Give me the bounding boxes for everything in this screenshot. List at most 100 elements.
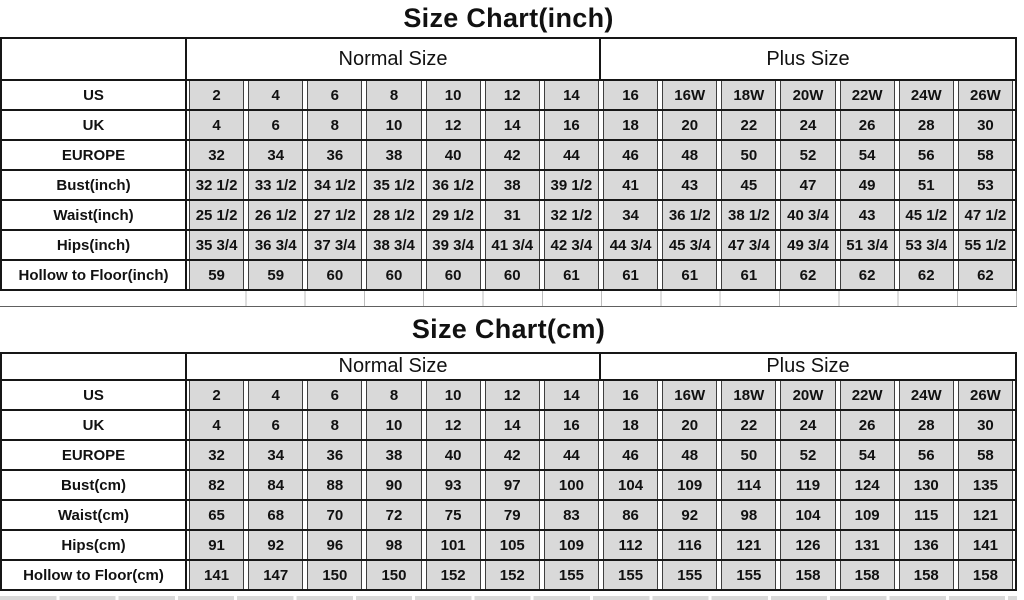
size-cell: 53 <box>956 171 1015 199</box>
size-cell: 4 <box>246 381 305 409</box>
size-cell: 65 <box>187 501 246 529</box>
size-chart-inch-section: Size Chart(inch) Normal Size Plus Size US 2… <box>0 0 1017 291</box>
row-label: Waist(cm) <box>2 501 187 529</box>
table-row: EUROPE 32 34 36 38 40 42 44 46 48 50 52 54 56 58 <box>2 141 1015 171</box>
size-cell: 24W <box>897 81 956 109</box>
size-cell: 75 <box>424 501 483 529</box>
size-cell: 54 <box>838 441 897 469</box>
size-cell: 12 <box>424 111 483 139</box>
table-row: Waist(inch) 25 1/2 26 1/2 27 1/2 28 1/2 29 1/… <box>2 201 1015 231</box>
size-cell: 22 <box>719 111 778 139</box>
size-cell: 83 <box>542 501 601 529</box>
size-cell: 42 <box>483 141 542 169</box>
size-cell: 16 <box>542 111 601 139</box>
size-cell: 90 <box>364 471 423 499</box>
size-cell: 121 <box>956 501 1015 529</box>
size-cell: 16W <box>660 81 719 109</box>
size-cell: 114 <box>719 471 778 499</box>
row-label: Hips(inch) <box>2 231 187 259</box>
size-cell: 158 <box>897 561 956 589</box>
size-cell: 14 <box>542 81 601 109</box>
size-cell: 50 <box>719 441 778 469</box>
size-cell: 47 1/2 <box>956 201 1015 229</box>
size-cell: 38 3/4 <box>364 231 423 259</box>
size-cell: 51 3/4 <box>838 231 897 259</box>
size-cell: 2 <box>187 81 246 109</box>
size-cell: 39 1/2 <box>542 171 601 199</box>
size-cell: 22W <box>838 81 897 109</box>
size-cell: 18W <box>719 381 778 409</box>
size-cell: 49 <box>838 171 897 199</box>
size-chart-cm-section: Size Chart(cm) Normal Size Plus Size US 2 4 6… <box>0 306 1017 591</box>
size-cell: 51 <box>897 171 956 199</box>
size-cell: 6 <box>246 411 305 439</box>
size-cell: 34 1/2 <box>305 171 364 199</box>
size-cell: 62 <box>838 261 897 289</box>
size-cell: 116 <box>660 531 719 559</box>
table-row: US 2 4 6 8 10 12 14 16 16W 18W 20W 22W 24W 26W <box>2 81 1015 111</box>
size-cell: 37 3/4 <box>305 231 364 259</box>
size-cell: 22W <box>838 381 897 409</box>
corner-cell <box>2 39 187 79</box>
group-header-normal-size: Normal Size <box>187 354 601 379</box>
size-cell: 20W <box>778 81 837 109</box>
size-cell: 104 <box>601 471 660 499</box>
size-cell: 124 <box>838 471 897 499</box>
size-cell: 44 3/4 <box>601 231 660 259</box>
size-cell: 20W <box>778 381 837 409</box>
size-cell: 62 <box>778 261 837 289</box>
size-cell: 30 <box>956 111 1015 139</box>
size-cell: 61 <box>542 261 601 289</box>
size-cell: 109 <box>542 531 601 559</box>
group-header-plus-size: Plus Size <box>766 355 850 377</box>
row-label: US <box>2 81 187 109</box>
size-cell: 20 <box>660 411 719 439</box>
size-cell: 92 <box>246 531 305 559</box>
size-cell: 62 <box>956 261 1015 289</box>
size-cell: 155 <box>542 561 601 589</box>
partial-row-cells <box>0 596 1017 600</box>
size-cell: 38 <box>483 171 542 199</box>
size-cell: 8 <box>364 381 423 409</box>
size-cell: 24W <box>897 381 956 409</box>
size-cell: 42 3/4 <box>542 231 601 259</box>
size-cell: 150 <box>364 561 423 589</box>
size-cell: 25 1/2 <box>187 201 246 229</box>
size-cell: 36 1/2 <box>424 171 483 199</box>
size-cell: 38 <box>364 141 423 169</box>
size-cell: 8 <box>364 81 423 109</box>
size-cell: 47 <box>778 171 837 199</box>
row-label: Hollow to Floor(inch) <box>2 261 187 289</box>
size-cell: 109 <box>838 501 897 529</box>
table-row: Waist(cm) 65 68 70 72 75 79 83 86 92 98 104 109 115 12… <box>2 501 1015 531</box>
partial-next-row <box>0 596 1017 600</box>
size-cell: 18 <box>601 111 660 139</box>
size-cell: 39 3/4 <box>424 231 483 259</box>
size-cell: 10 <box>364 411 423 439</box>
row-label: Hollow to Floor(cm) <box>2 561 187 589</box>
size-cell: 59 <box>246 261 305 289</box>
size-cell: 43 <box>838 201 897 229</box>
corner-cell <box>2 354 187 379</box>
size-cell: 155 <box>601 561 660 589</box>
size-cell: 31 <box>483 201 542 229</box>
size-cell: 101 <box>424 531 483 559</box>
size-cell: 121 <box>719 531 778 559</box>
size-cell: 40 <box>424 141 483 169</box>
size-cell: 6 <box>305 381 364 409</box>
size-chart-inch-title: Size Chart(inch) <box>403 3 614 33</box>
size-cell: 26 <box>838 111 897 139</box>
size-cell: 2 <box>187 381 246 409</box>
row-label: Hips(cm) <box>2 531 187 559</box>
size-cell: 16W <box>660 381 719 409</box>
size-cell: 42 <box>483 441 542 469</box>
size-cell: 150 <box>305 561 364 589</box>
group-header-row: Normal Size Plus Size <box>2 39 1015 81</box>
size-cell: 34 <box>246 141 305 169</box>
table-row: EUROPE 32 34 36 38 40 42 44 46 48 50 52 54 56 58 <box>2 441 1015 471</box>
table-row: US 2 4 6 8 10 12 14 16 16W 18W 20W 22W 24W 26W <box>2 381 1015 411</box>
size-cell: 52 <box>778 141 837 169</box>
size-cell: 44 <box>542 141 601 169</box>
size-cell: 33 1/2 <box>246 171 305 199</box>
size-cell: 18 <box>601 411 660 439</box>
